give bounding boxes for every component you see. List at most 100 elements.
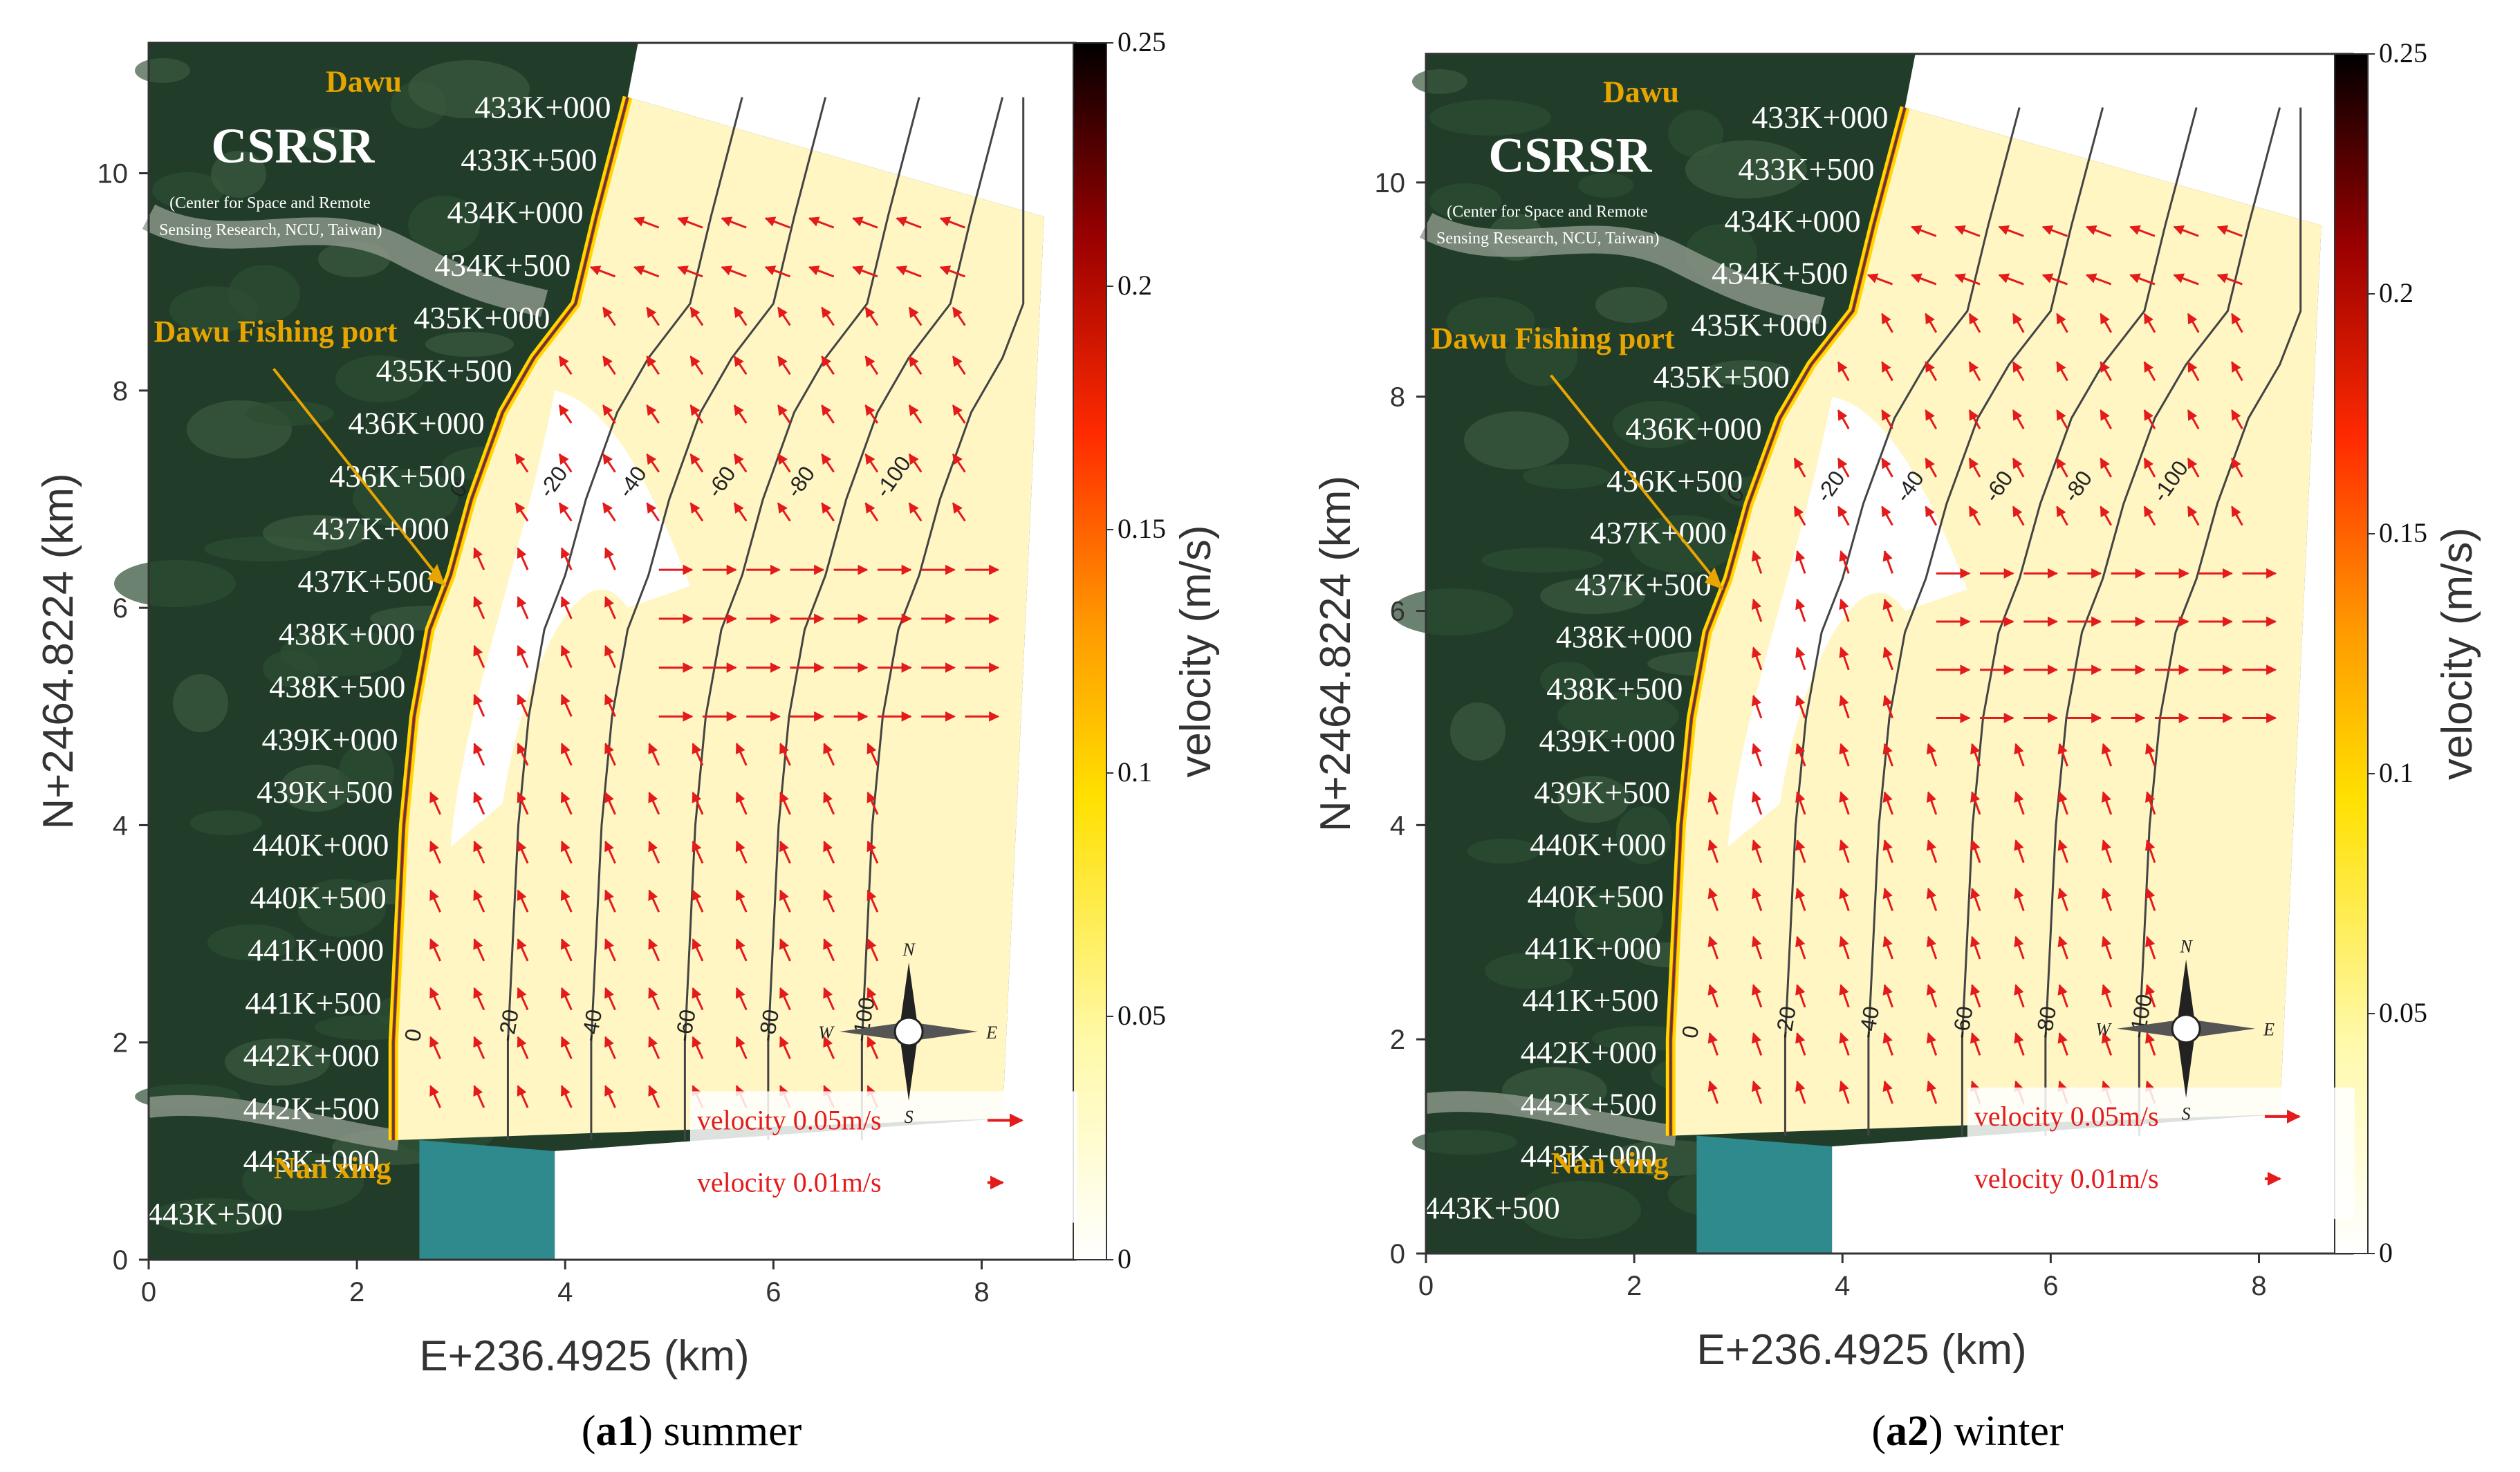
velocity-arrow xyxy=(1881,457,1893,478)
x-tick-label: 8 xyxy=(974,1277,989,1307)
chainage-label: 435K+000 xyxy=(414,300,550,335)
velocity-arrow xyxy=(1795,839,1806,864)
velocity-arrow xyxy=(1968,457,1981,478)
velocity-arrow xyxy=(2231,361,2243,382)
velocity-arrow xyxy=(1882,695,1893,718)
velocity-arrow xyxy=(908,355,923,375)
velocity-arrow xyxy=(558,355,573,375)
legend-entry-small: velocity 0.01m/s xyxy=(697,1166,882,1198)
velocity-arrow xyxy=(1881,505,1893,526)
legend-box xyxy=(689,1091,1077,1223)
chainage-label: 442K+500 xyxy=(243,1090,380,1126)
terrain-patch xyxy=(335,355,424,402)
velocity-arrow xyxy=(864,355,879,375)
velocity-arrow xyxy=(1968,505,1981,526)
velocity-arrow xyxy=(473,547,485,570)
velocity-arrow xyxy=(648,987,660,1011)
port-pointer xyxy=(272,368,447,587)
velocity-arrow xyxy=(677,265,703,278)
velocity-arrow xyxy=(602,306,616,326)
velocity-arrow xyxy=(2012,505,2025,526)
chainage-label: 443K+000 xyxy=(243,1144,380,1179)
velocity-arrow xyxy=(721,265,747,278)
velocity-arrow xyxy=(517,938,529,962)
velocity-arrow xyxy=(473,596,485,619)
velocity-arrow xyxy=(821,404,835,424)
x-tick-label: 4 xyxy=(1835,1271,1850,1301)
chainage-label: 437K+500 xyxy=(298,563,434,599)
x-tick-label: 2 xyxy=(1627,1271,1642,1301)
terrain-patch xyxy=(1429,183,1501,219)
velocity-arrow xyxy=(429,840,441,864)
y-tick-label: 4 xyxy=(1390,810,1405,841)
y-tick-label: 8 xyxy=(1390,382,1405,413)
velocity-arrow xyxy=(517,1085,529,1108)
chainage-label: 439K+000 xyxy=(261,722,398,757)
velocity-arrow xyxy=(1795,550,1806,574)
velocity-arrow xyxy=(604,840,616,864)
terrain-patch xyxy=(152,1198,274,1234)
velocity-arrow xyxy=(1866,273,1893,286)
velocity-arrow xyxy=(2231,409,2243,429)
chainage-label: 443K+000 xyxy=(1521,1139,1657,1174)
velocity-arrow xyxy=(2231,505,2243,526)
compass-icon: N S E W xyxy=(2095,937,2275,1124)
velocity-arrow xyxy=(1839,695,1850,718)
depth-contour xyxy=(2044,107,2281,1136)
terrain-patch xyxy=(114,560,236,607)
velocity-arrow xyxy=(1707,887,1718,911)
velocity-arrow xyxy=(823,889,835,913)
velocity-arrow xyxy=(1954,273,1981,286)
velocity-arrow xyxy=(429,938,441,962)
velocity-arrow xyxy=(2101,887,2113,911)
velocity-arrow xyxy=(648,840,660,864)
velocity-arrow xyxy=(864,306,879,326)
velocity-arrow xyxy=(429,889,441,913)
chainage-label: 436K+000 xyxy=(349,406,485,441)
port-pointer-head xyxy=(427,563,446,586)
velocity-arrow xyxy=(2100,361,2113,382)
velocity-arrow xyxy=(1970,743,1981,767)
velocity-arrow xyxy=(2057,935,2068,960)
port-pointer-head xyxy=(1705,567,1723,590)
chainage-label: 441K+500 xyxy=(245,985,381,1021)
depth-contour xyxy=(1961,107,2198,1136)
velocity-arrow xyxy=(1926,1080,1938,1104)
velocity-arrow xyxy=(560,938,573,962)
velocity-arrow xyxy=(1881,361,1893,382)
velocity-arrow xyxy=(1925,409,1938,429)
velocity-arrow xyxy=(939,265,965,278)
velocity-arrow xyxy=(823,792,835,815)
contour-label: -80 xyxy=(2031,1005,2061,1041)
velocity-arrow xyxy=(1839,887,1850,911)
x-axis-title: E+236.4925 (km) xyxy=(1696,1326,2026,1374)
velocity-arrow xyxy=(2187,313,2200,333)
velocity-arrow xyxy=(1839,646,1850,671)
chainage-label: 442K+000 xyxy=(1521,1034,1657,1070)
place-nanxing: Nan xing xyxy=(274,1151,391,1185)
velocity-arrow xyxy=(473,889,485,913)
velocity-arrow xyxy=(864,404,879,424)
chainage-label: 436K+500 xyxy=(329,458,465,494)
velocity-arrow xyxy=(1837,361,1850,382)
terrain-patch xyxy=(1391,588,1513,635)
velocity-arrow xyxy=(689,306,704,326)
velocity-arrow xyxy=(1839,1032,1850,1056)
velocity-arrow xyxy=(2100,313,2113,333)
depth-contour xyxy=(590,97,827,1141)
velocity-arrow xyxy=(867,938,879,962)
velocity-arrow xyxy=(1882,743,1893,767)
velocity-arrow xyxy=(1998,273,2024,286)
chainage-label: 435K+000 xyxy=(1691,307,1827,342)
velocity-arrow xyxy=(823,938,835,962)
velocity-arrow xyxy=(779,889,791,913)
velocity-arrow xyxy=(2101,935,2113,960)
velocity-arrow xyxy=(733,453,748,473)
velocity-arrow xyxy=(1839,1080,1850,1104)
velocity-arrow xyxy=(1882,984,1893,1008)
csrsr-title: CSRSR xyxy=(211,118,375,174)
velocity-arrow xyxy=(473,743,485,766)
velocity-arrow xyxy=(2173,273,2199,286)
terrain-patch xyxy=(1450,702,1505,761)
chainage-label: 436K+000 xyxy=(1626,411,1762,447)
